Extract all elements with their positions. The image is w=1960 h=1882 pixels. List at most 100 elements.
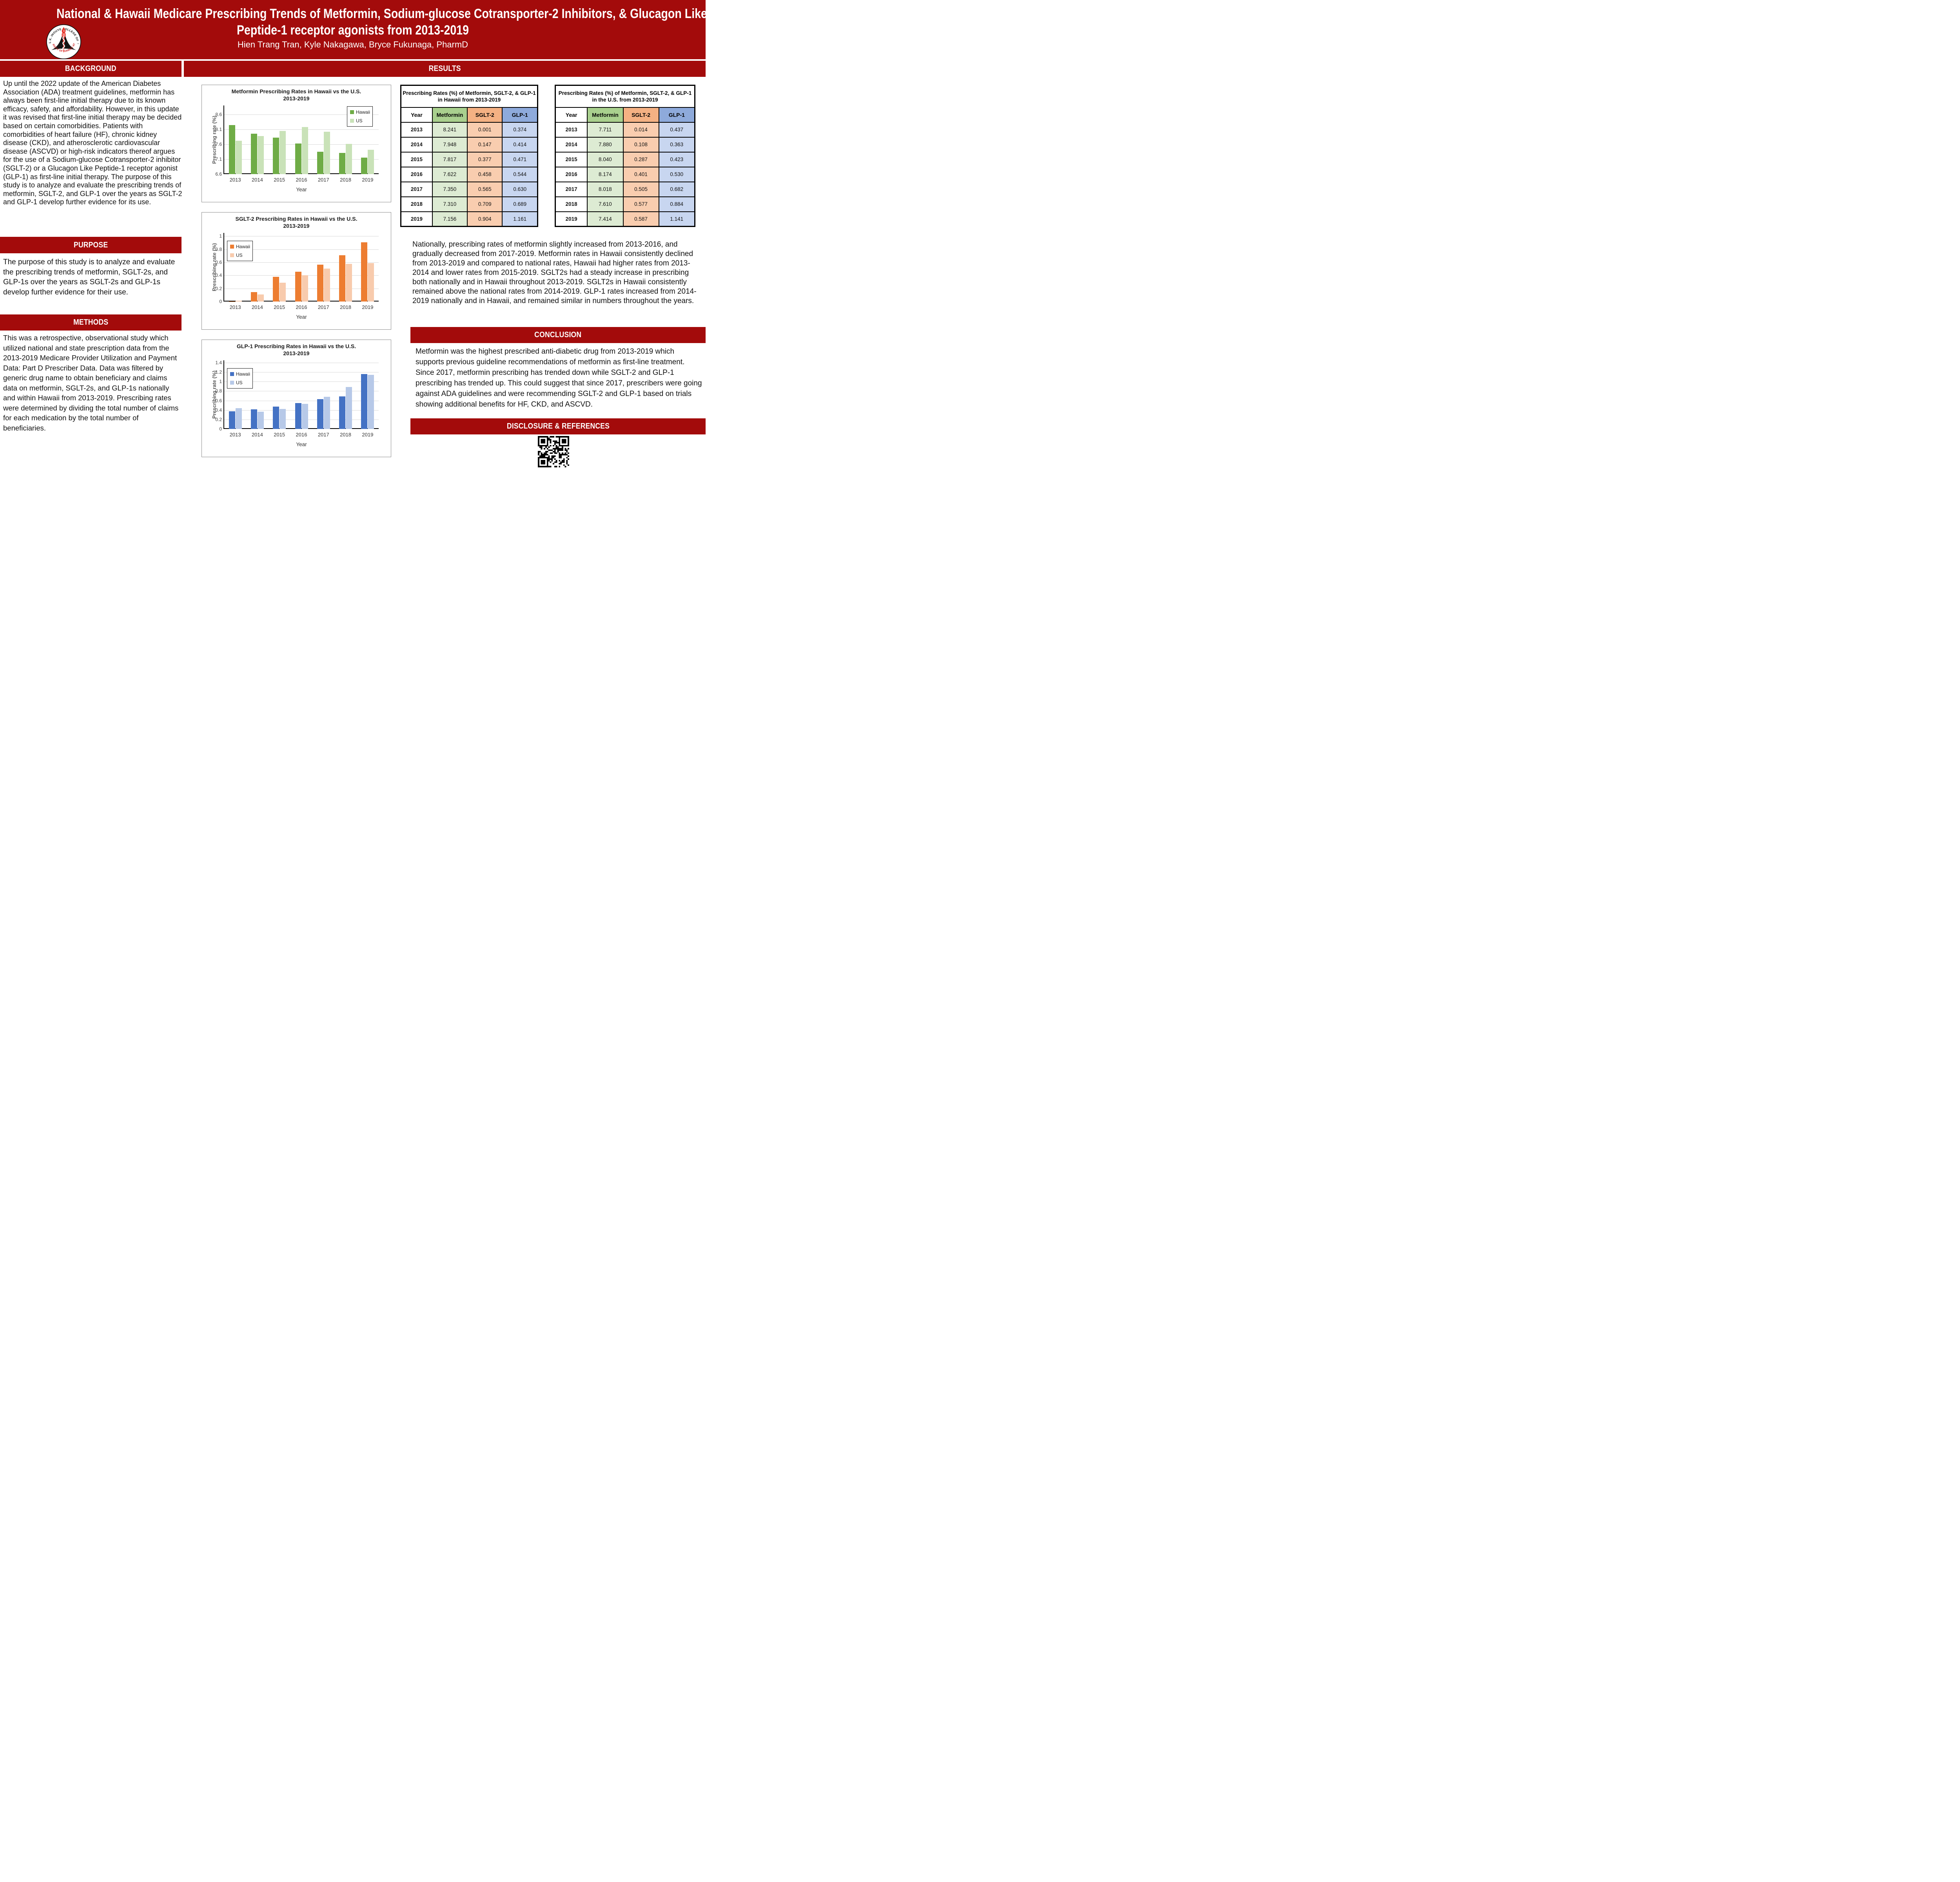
x-axis-label: Year	[296, 187, 307, 193]
table-row: 2015 7.817 0.377 0.471	[400, 151, 538, 167]
table-row: 2018 7.610 0.577 0.884	[555, 196, 695, 212]
x-tick-label: 2016	[296, 304, 307, 310]
section-header-label: METHODS	[73, 318, 109, 327]
masthead: National & Hawaii Medicare Prescribing T…	[0, 0, 706, 59]
bar-hawaii-2019	[361, 157, 368, 174]
y-axis-line	[223, 360, 224, 429]
y-tick-label: 7.1	[215, 156, 222, 162]
table-column-header: SGLT-2	[622, 107, 659, 123]
table-cell: 0.423	[658, 151, 695, 167]
table-cell: 0.577	[622, 196, 659, 212]
section-header-label: RESULTS	[428, 64, 461, 73]
x-tick-label: 2014	[251, 304, 263, 310]
bar-hawaii-2017	[317, 399, 323, 429]
gridline	[224, 262, 379, 263]
legend-label: Hawaii	[356, 109, 370, 115]
table-cell: 1.141	[658, 211, 695, 227]
table-row: 2019 7.156 0.904 1.161	[400, 211, 538, 227]
table-cell: 2017	[555, 181, 588, 197]
gridline	[224, 381, 379, 382]
table-cell: 8.018	[587, 181, 624, 197]
legend-entry-hawaii: Hawaii	[350, 109, 370, 115]
x-tick-label: 2013	[229, 432, 241, 438]
table-cell: 2016	[555, 166, 588, 182]
bar-us-2019	[368, 263, 374, 302]
table-title: Prescribing Rates (%) of Metformin, SGLT…	[400, 85, 538, 108]
table-cell: 2017	[400, 181, 433, 197]
table-cell: 7.310	[432, 196, 468, 212]
college-seal-logo: THE DANIEL K. INOUYE COLLEGE OF PHARMACY…	[45, 22, 81, 59]
table-cell: 0.108	[622, 136, 659, 153]
chart-metformin: Metformin Prescribing Rates in Hawaii vs…	[201, 85, 391, 202]
table-cell: 0.689	[502, 196, 538, 212]
y-tick-label: 0.4	[215, 272, 222, 278]
x-tick-label: 2017	[318, 304, 329, 310]
bar-hawaii-2018	[339, 396, 346, 429]
y-axis-line	[223, 233, 224, 302]
y-axis-line	[223, 105, 224, 174]
section-header-purpose: PURPOSE	[0, 237, 181, 253]
table-cell: 2016	[400, 166, 433, 182]
bar-us-2019	[368, 375, 374, 429]
table-cell: 7.948	[432, 136, 468, 153]
gridline	[224, 410, 379, 411]
poster: National & Hawaii Medicare Prescribing T…	[0, 0, 706, 470]
y-tick-label: 1.4	[215, 360, 222, 366]
gridline	[224, 144, 379, 145]
y-tick-label: 7.6	[215, 141, 222, 147]
bar-hawaii-2015	[273, 407, 279, 429]
bar-us-2013	[235, 408, 242, 429]
table-column-header: Year	[400, 107, 433, 123]
table-row: 2014 7.948 0.147 0.414	[400, 136, 538, 153]
bar-hawaii-2015	[273, 277, 279, 302]
section-header-methods: METHODS	[0, 314, 181, 331]
conclusion-paragraph: Metformin was the highest prescribed ant…	[416, 347, 702, 409]
table-cell: 0.374	[502, 122, 538, 138]
qr-code	[538, 436, 569, 467]
table-cell: 2015	[400, 151, 433, 167]
x-axis-label: Year	[296, 441, 307, 447]
y-tick-label: 0.4	[215, 407, 222, 413]
bar-hawaii-2018	[339, 255, 346, 302]
table-cell: 0.401	[622, 166, 659, 182]
results-summary-paragraph: Nationally, prescribing rates of metform…	[412, 240, 697, 305]
table-cell: 0.682	[658, 181, 695, 197]
authors-line: Hien Trang Tran, Kyle Nakagawa, Bryce Fu…	[237, 40, 468, 49]
table-cell: 8.174	[587, 166, 624, 182]
x-tick-label: 2018	[340, 177, 352, 183]
x-tick-label: 2014	[251, 177, 263, 183]
x-tick-label: 2019	[362, 177, 374, 183]
bar-us-2017	[323, 132, 330, 174]
plot-area: 6.6 7.1 7.6 8.1 8.6 2013 2014 2015 2016 2017 2018 2…	[215, 105, 379, 193]
prescribing-rates-table: Prescribing Rates (%) of Metformin, SGLT…	[400, 85, 538, 227]
bar-hawaii-2017	[317, 151, 323, 174]
chart-legend: Hawaii US	[347, 106, 373, 127]
legend-label: Hawaii	[236, 244, 250, 249]
table-cell: 2018	[400, 196, 433, 212]
section-header-label: CONCLUSION	[534, 331, 582, 339]
table-cell: 0.014	[622, 122, 659, 138]
table-cell: 0.437	[658, 122, 695, 138]
section-header-label: BACKGROUND	[65, 64, 116, 73]
table-row: 2014 7.880 0.108 0.363	[555, 136, 695, 153]
table-cell: 0.544	[502, 166, 538, 182]
bar-hawaii-2014	[250, 292, 257, 302]
bar-us-2018	[346, 263, 352, 302]
gridline	[224, 114, 379, 115]
purpose-paragraph: The purpose of this study is to analyze …	[3, 258, 175, 296]
legend-swatch	[350, 110, 354, 114]
x-tick-label: 2013	[229, 177, 241, 183]
x-tick-label: 2013	[229, 304, 241, 310]
y-tick-label: 1	[219, 233, 222, 239]
table-cell: 0.287	[622, 151, 659, 167]
chart-sglt2: SGLT-2 Prescribing Rates in Hawaii vs th…	[201, 212, 391, 330]
bar-us-2014	[257, 294, 264, 302]
table-cell: 2015	[555, 151, 588, 167]
table-us-rates: Prescribing Rates (%) of Metformin, SGLT…	[555, 85, 695, 227]
bar-us-2018	[346, 144, 352, 174]
table-cell: 0.587	[622, 211, 659, 227]
section-header-conclusion: CONCLUSION	[410, 327, 706, 343]
table-cell: 7.414	[587, 211, 624, 227]
x-tick-label: 2018	[340, 304, 352, 310]
bar-hawaii-2014	[250, 134, 257, 174]
